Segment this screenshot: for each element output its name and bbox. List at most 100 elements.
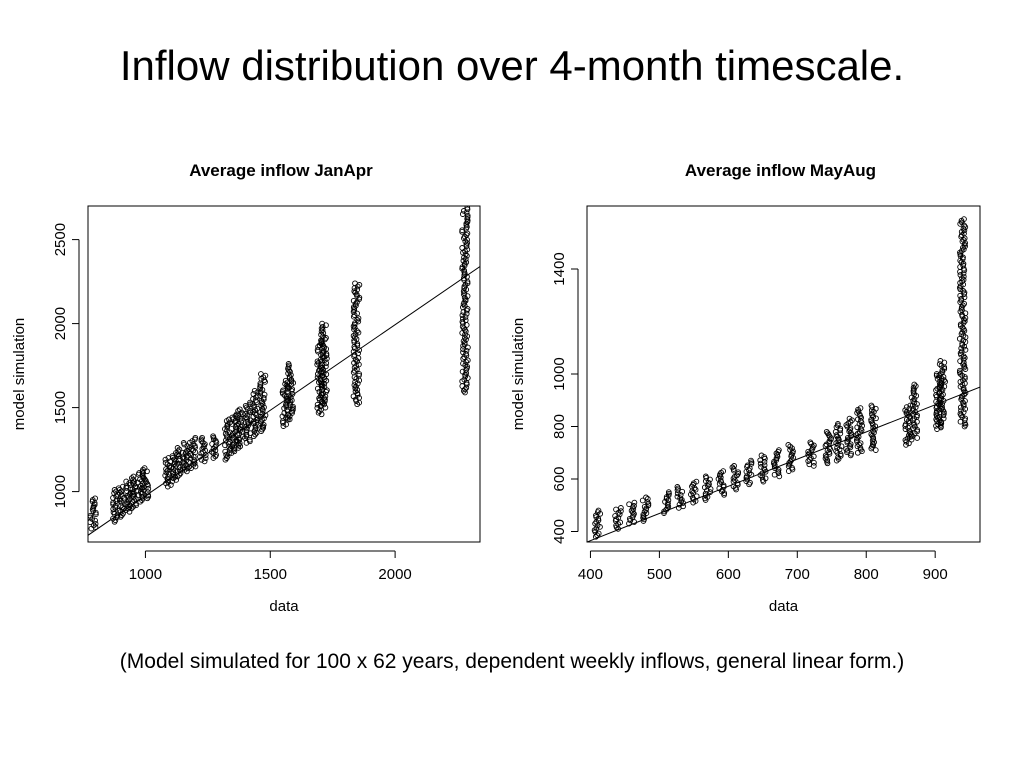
data-point (838, 443, 845, 450)
data-point (762, 475, 769, 482)
y-axis-label: model simulation (11, 318, 28, 431)
data-point (871, 426, 878, 433)
data-point (775, 466, 782, 473)
data-point (665, 489, 672, 495)
data-point (962, 366, 969, 372)
data-point (351, 352, 358, 358)
data-point (857, 440, 864, 447)
chart-title: Average inflow JanApr (189, 161, 373, 180)
data-cluster (661, 489, 672, 516)
data-cluster (701, 473, 714, 503)
data-point (188, 452, 195, 459)
data-point (208, 448, 215, 455)
data-point (355, 329, 362, 336)
data-point (318, 365, 324, 371)
data-point (318, 358, 325, 365)
data-cluster (257, 371, 269, 434)
data-point (730, 475, 737, 482)
data-point (118, 499, 125, 506)
data-cluster (459, 206, 471, 396)
data-point (692, 486, 699, 493)
data-cluster (902, 402, 914, 448)
data-point (319, 320, 325, 327)
data-cluster (639, 494, 652, 524)
data-point (128, 505, 135, 512)
data-point (869, 444, 875, 450)
data-point (465, 344, 471, 351)
chart-janapr: Average inflow JanApr 1000 1500 2000 data 100… (11, 161, 481, 615)
data-cluster (115, 483, 128, 520)
data-point (262, 412, 269, 419)
x-tick-label: 900 (923, 566, 948, 583)
data-point (285, 414, 291, 421)
data-point (960, 326, 967, 333)
data-point (823, 441, 830, 448)
data-cluster (122, 478, 134, 515)
data-point (960, 225, 967, 232)
data-cluster (208, 433, 220, 461)
data-point (463, 347, 470, 354)
data-point (199, 434, 205, 441)
data-point (868, 402, 875, 409)
data-point (592, 520, 598, 527)
data-point (229, 442, 236, 448)
data-point (645, 502, 652, 509)
data-cluster (805, 439, 817, 469)
data-point (936, 385, 943, 391)
data-cluster (88, 495, 99, 532)
data-point (210, 433, 216, 440)
slide-title: Inflow distribution over 4-month timesca… (119, 42, 905, 89)
x-tick-label: 1000 (129, 566, 162, 583)
data-point (640, 511, 647, 518)
data-point (319, 323, 326, 330)
data-point (957, 410, 964, 417)
data-point (234, 432, 241, 438)
y-tick-label: 2500 (52, 223, 69, 256)
data-point (287, 394, 294, 401)
data-point (811, 442, 817, 449)
data-point (282, 377, 289, 384)
data-point (790, 448, 796, 455)
data-point (957, 321, 964, 328)
y-tick-label: 1500 (52, 391, 69, 424)
data-point (674, 493, 681, 500)
data-point (776, 473, 783, 480)
data-point (141, 465, 148, 471)
x-tick-label: 1500 (254, 566, 287, 583)
data-cluster (612, 505, 624, 532)
data-point (234, 438, 241, 445)
data-point (88, 512, 94, 519)
data-point (937, 358, 944, 364)
data-point (873, 415, 879, 422)
data-point (174, 445, 181, 451)
x-tick-label: 700 (785, 566, 810, 583)
data-cluster (743, 457, 755, 488)
data-point (197, 453, 203, 460)
data-point (909, 417, 916, 424)
data-point (957, 367, 963, 374)
x-tick-label: 600 (716, 566, 741, 583)
data-point (748, 457, 754, 464)
data-point (352, 301, 359, 307)
data-point (463, 359, 469, 365)
data-point (833, 448, 839, 454)
data-point (356, 371, 363, 377)
data-point (957, 299, 964, 305)
data-point (905, 412, 912, 418)
data-point (314, 347, 321, 353)
data-point (631, 499, 638, 506)
data-point (92, 524, 99, 530)
data-point (859, 448, 865, 455)
data-point (315, 343, 321, 350)
y-tick-label: 1000 (52, 475, 69, 508)
data-point (177, 456, 183, 462)
y-tick-label: 800 (551, 414, 568, 439)
data-point (351, 382, 358, 388)
data-point (229, 421, 235, 427)
data-point (120, 483, 126, 490)
data-point (191, 457, 198, 463)
slide-caption: (Model simulated for 100 x 62 years, dep… (119, 650, 905, 673)
y-tick-label: 1400 (551, 252, 568, 285)
data-point (853, 432, 860, 439)
data-point (701, 484, 708, 491)
